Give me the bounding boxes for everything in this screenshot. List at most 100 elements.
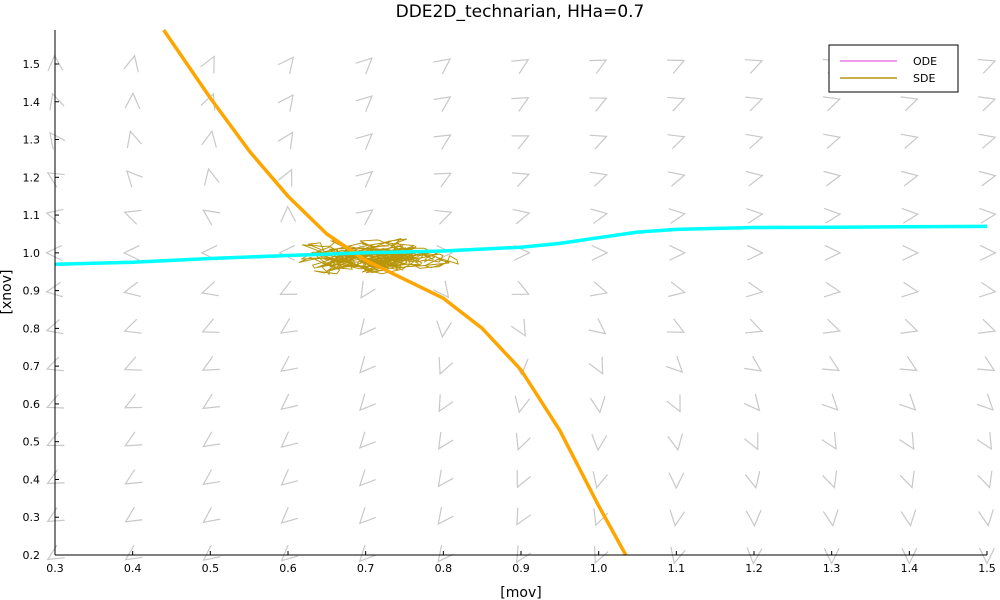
vector-arrow (900, 509, 917, 528)
vector-arrow (668, 208, 687, 224)
vector-arrow (591, 434, 608, 452)
vector-arrow (515, 545, 532, 564)
legend-box (828, 44, 959, 93)
vector-arrow (49, 131, 66, 150)
vector-arrow (511, 280, 530, 296)
vector-arrow (899, 393, 917, 411)
vector-arrow (355, 132, 374, 150)
vector-arrow (202, 544, 221, 562)
vector-arrow (979, 244, 997, 261)
vector-arrow (745, 170, 764, 187)
vector-arrow (666, 318, 686, 333)
vector-arrow (49, 92, 65, 111)
vector-arrow (280, 431, 299, 448)
x-tick-label: 0.5 (202, 562, 220, 575)
x-tick-label: 1.4 (901, 562, 919, 575)
vector-arrow (202, 431, 221, 448)
vector-arrow (434, 209, 453, 225)
vector-arrow (589, 171, 609, 187)
vector-arrow (901, 547, 918, 565)
vector-arrow (977, 355, 996, 372)
y-tick-label: 0.5 (23, 436, 41, 449)
vector-arrow (511, 96, 530, 112)
vector-arrow (202, 469, 221, 486)
y-tick-label: 1.5 (23, 58, 41, 71)
vector-arrow (516, 470, 531, 489)
sde-path (298, 237, 459, 276)
vector-arrow (358, 469, 376, 487)
vector-arrow (900, 318, 919, 334)
vector-arrow (591, 244, 609, 261)
vector-arrow (821, 393, 839, 411)
nullcline-orange (162, 29, 628, 556)
vector-arrow (669, 244, 687, 261)
y-tick-label: 1.1 (23, 209, 41, 222)
chart-title: DDE2D_technarian, HHa=0.7 (396, 2, 645, 22)
vector-arrow (123, 356, 142, 371)
vector-arrow (280, 544, 299, 562)
vector-arrow (280, 506, 299, 524)
vector-arrow (746, 244, 764, 261)
vector-arrow (278, 244, 296, 261)
vector-arrow (433, 96, 452, 113)
vector-arrow (899, 470, 915, 489)
sde-trajectory (298, 237, 459, 276)
vector-arrow (743, 393, 761, 412)
vector-arrow (744, 471, 761, 490)
vector-arrow (589, 59, 608, 75)
vector-arrow (359, 355, 376, 374)
vector-arrow (822, 470, 838, 489)
vector-arrow (355, 209, 374, 226)
vector-arrow (46, 431, 65, 447)
vector-arrow (278, 168, 293, 187)
x-tick-label: 0.9 (512, 562, 530, 575)
vector-arrow (667, 96, 686, 112)
x-tick-label: 0.7 (357, 562, 375, 575)
vector-arrow (900, 96, 919, 112)
vector-arrow (745, 281, 764, 298)
vector-arrow (666, 355, 684, 374)
vector-arrow (280, 355, 298, 373)
vector-arrow (511, 58, 530, 75)
vector-arrow (123, 209, 142, 225)
vector-arrow (359, 393, 376, 412)
vector-arrow (746, 547, 763, 565)
vector-arrow (358, 544, 376, 563)
vector-arrow (122, 244, 140, 261)
vector-arrow (667, 433, 683, 452)
vector-arrow (433, 134, 452, 150)
vector-arrow (821, 355, 841, 372)
vector-arrow (433, 280, 450, 299)
vector-arrow (358, 507, 376, 525)
vector-arrow (976, 393, 994, 411)
y-tick-label: 1.2 (23, 171, 41, 184)
vector-arrow (667, 59, 686, 74)
vector-arrow (668, 281, 687, 298)
vector-arrow (436, 320, 452, 339)
vector-arrow (511, 172, 531, 188)
vector-arrow (745, 509, 762, 528)
vector-arrow (433, 58, 452, 75)
vector-arrow (744, 59, 764, 74)
vector-arrow (280, 393, 299, 411)
vector-arrow (745, 96, 764, 112)
vector-arrow (124, 544, 143, 561)
vector-arrow (437, 469, 454, 488)
vector-arrow (46, 172, 65, 188)
vector-arrow (822, 509, 839, 528)
vector-arrow (901, 207, 920, 224)
vector-arrow (202, 506, 221, 524)
vector-arrow (592, 470, 608, 490)
vector-arrow (277, 93, 294, 112)
vector-arrow (358, 431, 376, 449)
x-tick-label: 1.0 (590, 562, 608, 575)
vector-arrow (203, 167, 220, 186)
legend-label-sde: SDE (913, 72, 935, 85)
vector-arrow (123, 393, 143, 409)
y-tick-label: 0.9 (23, 285, 41, 298)
vector-arrow (201, 393, 221, 410)
vector-arrow (821, 431, 837, 451)
vector-arrow (124, 431, 143, 447)
vector-arrow (511, 135, 530, 150)
legend-label-ode: ODE (913, 55, 937, 68)
